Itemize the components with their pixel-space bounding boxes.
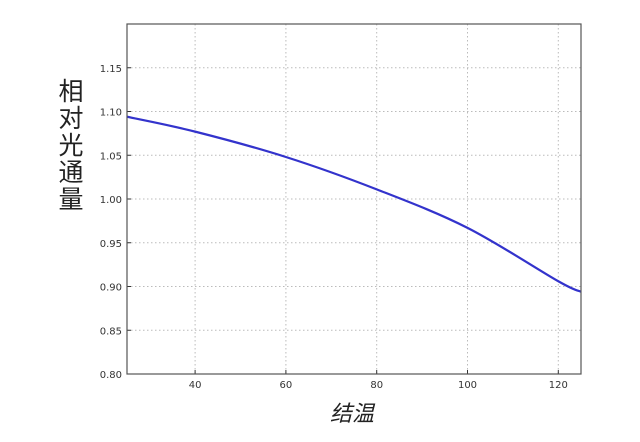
y-tick-label: 1.00 xyxy=(100,195,122,206)
y-tick-label: 0.95 xyxy=(100,239,122,250)
y-tick-label: 1.05 xyxy=(100,151,122,162)
plot-frame xyxy=(126,23,582,375)
y-tick-label: 0.90 xyxy=(100,283,122,294)
x-tick-label: 80 xyxy=(370,380,383,391)
y-tick-label: 0.80 xyxy=(100,370,122,381)
x-tick-label: 60 xyxy=(280,380,293,391)
x-tick-label: 120 xyxy=(549,380,568,391)
y-axis-label: 相对光通量 xyxy=(58,77,84,214)
x-axis-label: 结温 xyxy=(330,402,375,427)
x-tick-label: 100 xyxy=(458,380,477,391)
series-line xyxy=(126,115,582,293)
y-tick-label: 0.85 xyxy=(100,326,122,337)
y-tick-label: 1.15 xyxy=(100,64,122,75)
x-tick-label: 40 xyxy=(189,380,202,391)
y-tick-label: 1.10 xyxy=(100,108,122,119)
